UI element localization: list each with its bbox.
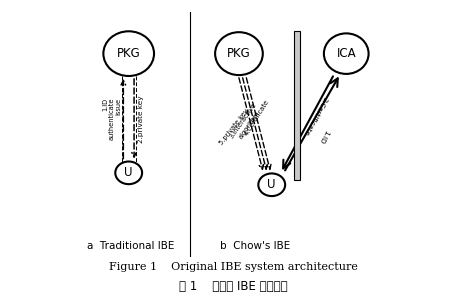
Ellipse shape	[215, 32, 263, 75]
Text: 3.Interactive
algorithm: 3.Interactive algorithm	[229, 102, 264, 144]
Text: 5.private key: 5.private key	[219, 108, 250, 146]
Text: PKG: PKG	[117, 47, 141, 60]
Text: 图 1    原有的 IBE 系统架构: 图 1 原有的 IBE 系统架构	[178, 280, 288, 293]
Ellipse shape	[324, 33, 369, 74]
Text: 1.ID
authenticate
issue: 1.ID authenticate issue	[102, 97, 122, 140]
Text: a  Traditional IBE: a Traditional IBE	[87, 241, 174, 251]
Text: 2.private key: 2.private key	[138, 95, 144, 142]
Text: ICA: ICA	[336, 47, 356, 60]
Text: 2.Certificate: 2.Certificate	[302, 96, 328, 136]
Text: PKG: PKG	[227, 47, 251, 60]
Text: 4.Certificate: 4.Certificate	[243, 99, 270, 137]
Text: U: U	[267, 178, 276, 191]
Ellipse shape	[258, 173, 285, 196]
Text: Figure 1    Original IBE system architecture: Figure 1 Original IBE system architectur…	[109, 262, 357, 272]
Ellipse shape	[103, 31, 154, 76]
Text: b  Chow's IBE: b Chow's IBE	[219, 241, 290, 251]
Ellipse shape	[115, 162, 142, 184]
Text: U: U	[124, 166, 133, 179]
Text: 1.ID: 1.ID	[318, 129, 330, 145]
Bar	[295, 31, 300, 180]
